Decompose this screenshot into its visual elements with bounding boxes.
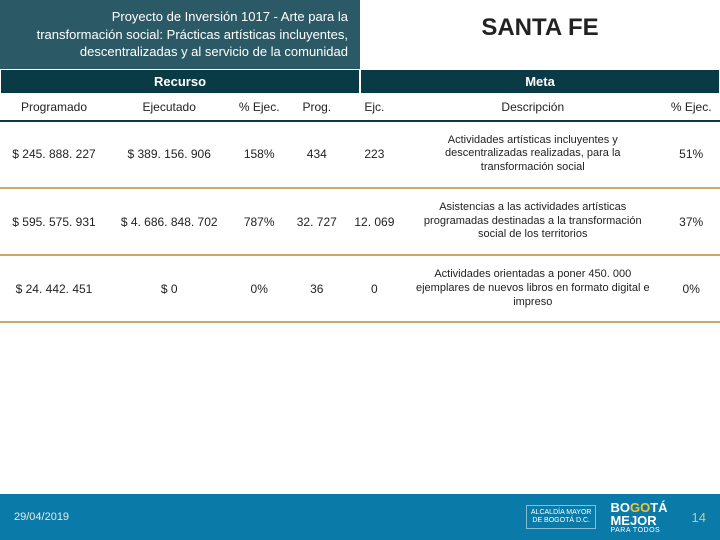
cell-prog: 32. 727 xyxy=(288,188,346,255)
cell-desc: Actividades artísticas incluyentes y des… xyxy=(403,121,662,188)
alcaldia-line2: DE BOGOTÁ D.C. xyxy=(531,517,592,525)
logo-b-mejor: MEJOR xyxy=(610,514,667,527)
section-header-recurso: Recurso xyxy=(0,69,360,94)
table-row: $ 595. 575. 931 $ 4. 686. 848. 702 787% … xyxy=(0,188,720,255)
col-pct-ejec-m: % Ejec. xyxy=(662,94,720,121)
cell-ejecutado: $ 0 xyxy=(108,255,230,322)
col-prog: Prog. xyxy=(288,94,346,121)
page-number: 14 xyxy=(692,510,706,525)
col-pct-ejec-r: % Ejec. xyxy=(230,94,288,121)
cell-pct-r: 787% xyxy=(230,188,288,255)
cell-prog: 36 xyxy=(288,255,346,322)
cell-prog: 434 xyxy=(288,121,346,188)
col-ejc: Ejc. xyxy=(346,94,404,121)
cell-pct-r: 0% xyxy=(230,255,288,322)
col-programado: Programado xyxy=(0,94,108,121)
table-row: $ 245. 888. 227 $ 389. 156. 906 158% 434… xyxy=(0,121,720,188)
project-title-box: Proyecto de Inversión 1017 - Arte para l… xyxy=(0,0,360,69)
cell-ejc: 12. 069 xyxy=(346,188,404,255)
region-title: SANTA FE xyxy=(360,0,720,69)
col-ejecutado: Ejecutado xyxy=(108,94,230,121)
cell-desc: Asistencias a las actividades artísticas… xyxy=(403,188,662,255)
footer-logos: ALCALDÍA MAYOR DE BOGOTÁ D.C. BOGOTÁ MEJ… xyxy=(526,501,706,534)
cell-pct-m: 37% xyxy=(662,188,720,255)
cell-pct-m: 0% xyxy=(662,255,720,322)
footer-bar: 29/04/2019 ALCALDÍA MAYOR DE BOGOTÁ D.C.… xyxy=(0,494,720,540)
logo-b-paratodos: PARA TODOS xyxy=(610,527,667,534)
cell-desc: Actividades orientadas a poner 450. 000 … xyxy=(403,255,662,322)
footer-date: 29/04/2019 xyxy=(14,511,69,523)
cell-ejecutado: $ 4. 686. 848. 702 xyxy=(108,188,230,255)
cell-pct-m: 51% xyxy=(662,121,720,188)
data-table: Programado Ejecutado % Ejec. Prog. Ejc. … xyxy=(0,94,720,324)
project-title-text: Proyecto de Inversión 1017 - Arte para l… xyxy=(37,9,348,59)
cell-programado: $ 245. 888. 227 xyxy=(0,121,108,188)
bogota-mejor-logo: BOGOTÁ MEJOR PARA TODOS xyxy=(610,501,667,534)
section-header-meta: Meta xyxy=(360,69,720,94)
cell-ejecutado: $ 389. 156. 906 xyxy=(108,121,230,188)
table-row: $ 24. 442. 451 $ 0 0% 36 0 Actividades o… xyxy=(0,255,720,322)
alcaldia-logo: ALCALDÍA MAYOR DE BOGOTÁ D.C. xyxy=(526,505,597,528)
cell-programado: $ 24. 442. 451 xyxy=(0,255,108,322)
cell-pct-r: 158% xyxy=(230,121,288,188)
cell-ejc: 0 xyxy=(346,255,404,322)
cell-ejc: 223 xyxy=(346,121,404,188)
cell-programado: $ 595. 575. 931 xyxy=(0,188,108,255)
alcaldia-line1: ALCALDÍA MAYOR xyxy=(531,509,592,517)
col-descripcion: Descripción xyxy=(403,94,662,121)
